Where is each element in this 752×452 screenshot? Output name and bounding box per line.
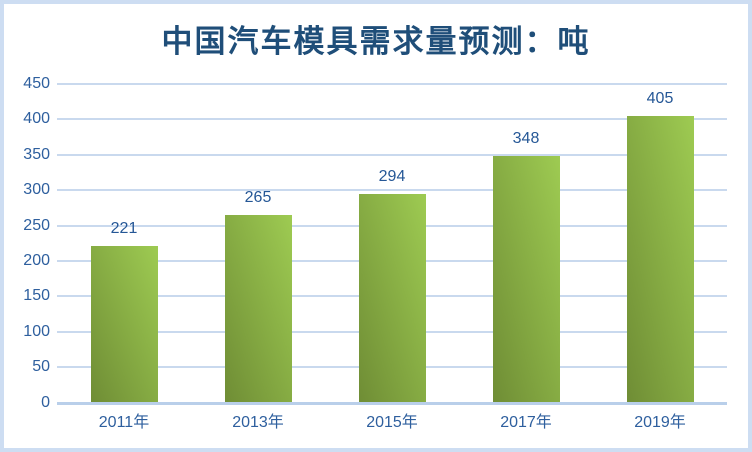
- bar-value-label: 265: [244, 188, 272, 206]
- bar: [492, 156, 560, 403]
- y-axis-tick-label: 250: [23, 216, 50, 234]
- x-axis-line: [57, 401, 727, 405]
- bar: [90, 246, 158, 403]
- gridline: [57, 189, 727, 192]
- bar-value-label: 348: [512, 130, 540, 148]
- y-axis-tick-label: 300: [23, 181, 50, 199]
- bar: [626, 115, 694, 403]
- bar: [358, 194, 426, 403]
- x-axis-category-label: 2011年: [98, 414, 150, 431]
- chart-title: 中国汽车模具需求量预测：吨: [161, 24, 591, 59]
- x-axis-category-label: 2017年: [500, 414, 552, 431]
- gridline: [57, 83, 727, 85]
- y-axis-tick-label: 350: [23, 145, 50, 163]
- y-axis-tick-label: 0: [41, 393, 50, 411]
- bar-value-label: 221: [110, 220, 138, 238]
- bar: [224, 214, 292, 403]
- y-axis-tick-label: 400: [23, 110, 50, 128]
- y-axis-tick-label: 450: [23, 75, 50, 92]
- y-axis-tick-label: 150: [23, 287, 50, 305]
- y-axis-tick-label: 50: [32, 358, 50, 376]
- gridline: [57, 153, 727, 156]
- bar-value-label: 405: [646, 89, 674, 107]
- gridline: [57, 118, 727, 121]
- y-axis-tick-label: 100: [23, 322, 50, 340]
- x-axis-category-label: 2019年: [634, 414, 686, 431]
- x-axis-category-label: 2013年: [232, 414, 284, 431]
- y-axis-tick-label: 200: [23, 251, 50, 269]
- x-axis-category-label: 2015年: [366, 414, 418, 431]
- plot-area: 0 50 100 150 200 250 300 350 400 450 221 2011年 265 20…: [4, 4, 748, 448]
- bar-value-label: 294: [378, 168, 406, 186]
